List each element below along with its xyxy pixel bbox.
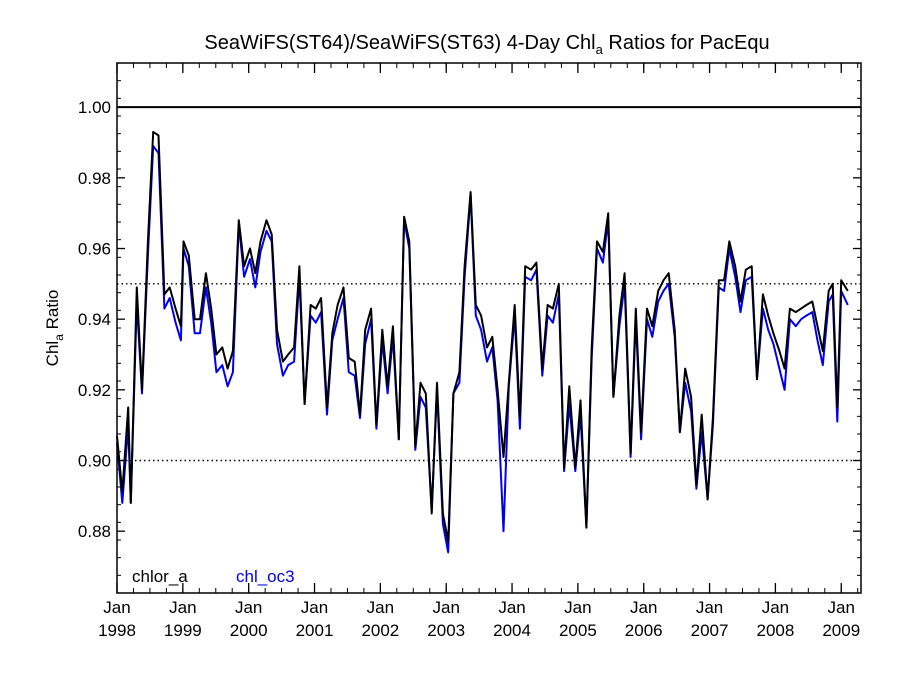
x-tick-label-month: Jan: [235, 598, 262, 617]
chart-title-rest: Ratios for PacEqu: [603, 32, 770, 54]
x-tick-label-month: Jan: [432, 598, 459, 617]
y-axis-label-rest: Ratio: [43, 290, 62, 334]
reference-lines: [117, 106, 861, 462]
y-tick-label: 1.00: [78, 98, 111, 117]
x-tick-label-year: 2008: [756, 621, 794, 640]
y-axis: 0.88 0.90 0.92 0.94 0.96 0.98 1.00: [78, 62, 861, 594]
y-tick-label: 0.94: [78, 310, 111, 329]
plot-frame: [116, 62, 862, 594]
x-tick-label-month: Jan: [828, 598, 855, 617]
x-tick-label-year: 2009: [822, 621, 860, 640]
y-axis-label: Chla Ratio: [43, 290, 66, 367]
x-tick-label-year: 1998: [98, 621, 136, 640]
chart-title: SeaWiFS(ST64)/SeaWiFS(ST63) 4-Day Chla R…: [204, 32, 769, 57]
x-tick-label-year: 2004: [493, 621, 531, 640]
series-lines: [116, 130, 849, 554]
x-axis: Jan 1998 Jan 1999 Jan 2000 Jan 2001 Jan 2002 Jan 20…: [98, 63, 860, 640]
x-tick-label-year: 2001: [296, 621, 334, 640]
x-tick-label-year: 2005: [559, 621, 597, 640]
x-tick-label-year: 2003: [427, 621, 465, 640]
x-tick-label-month: Jan: [169, 598, 196, 617]
x-tick-label-month: Jan: [367, 598, 394, 617]
x-tick-label-month: Jan: [498, 598, 525, 617]
x-tick-label-year: 2002: [361, 621, 399, 640]
x-tick-label-month: Jan: [301, 598, 328, 617]
series-line-chlor-a: [116, 130, 849, 543]
x-tick-label-year: 2007: [691, 621, 729, 640]
y-tick-label: 0.92: [78, 381, 111, 400]
y-tick-label: 0.88: [78, 522, 111, 541]
x-tick-label-year: 2006: [625, 621, 663, 640]
legend: chlor_a chl_oc3: [132, 567, 295, 586]
legend-entry-chl-oc3: chl_oc3: [236, 567, 295, 586]
x-tick-label-year: 2000: [230, 621, 268, 640]
y-tick-label: 0.98: [78, 169, 111, 188]
chart-title-subscript: a: [596, 42, 604, 57]
y-tick-label: 0.96: [78, 240, 111, 259]
x-tick-label-month: Jan: [564, 598, 591, 617]
x-tick-label-month: Jan: [762, 598, 789, 617]
series-line-chl-oc3: [116, 145, 849, 554]
y-tick-label: 0.90: [78, 452, 111, 471]
y-axis-label-subscript: a: [52, 334, 66, 341]
x-tick-label-year: 1999: [164, 621, 202, 640]
x-tick-label-month: Jan: [630, 598, 657, 617]
x-tick-label-month: Jan: [696, 598, 723, 617]
x-tick-label-month: Jan: [103, 598, 130, 617]
legend-entry-chlor-a: chlor_a: [132, 567, 188, 586]
